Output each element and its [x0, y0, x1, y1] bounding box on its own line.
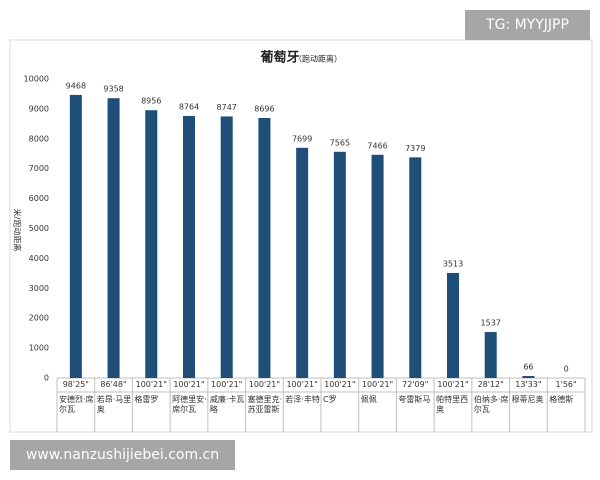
x-tick-label: 格雷罗: [134, 395, 159, 404]
value-label: 9468: [66, 81, 86, 90]
x-tick-label: C罗: [323, 395, 337, 404]
bar: [484, 332, 497, 378]
time-label: 100'21": [173, 380, 205, 389]
x-tick-label: 若泽·丰特: [285, 395, 320, 404]
value-label: 8764: [179, 102, 199, 111]
value-label: 0: [564, 365, 569, 374]
time-label: 98'25": [62, 380, 89, 389]
bar: [69, 94, 82, 378]
chart-title: 葡萄牙: [259, 50, 299, 66]
y-axis-label: 米/跑动距离: [13, 209, 23, 252]
value-label: 7466: [367, 141, 387, 150]
y-tick-label: 7000: [29, 164, 49, 173]
watermark-top: TG: MYYJJPP: [465, 10, 590, 40]
y-tick-label: 0: [44, 374, 49, 383]
x-tick-label: 威廉·卡瓦略: [209, 395, 245, 414]
time-label: 28'12": [477, 380, 504, 389]
x-tick-label: 阿德里安·席尔瓦: [172, 395, 207, 414]
time-label: 86'48": [100, 380, 127, 389]
value-label: 3513: [443, 259, 463, 268]
y-tick-label: 5000: [29, 224, 49, 233]
y-tick-label: 10000: [24, 75, 49, 84]
watermark-bottom: www.nanzushijiebei.com.cn: [10, 440, 235, 470]
bar: [447, 272, 459, 378]
bar: [371, 154, 384, 378]
y-tick-label: 9000: [29, 104, 49, 113]
time-label: 100'21": [324, 380, 356, 389]
x-tick-label: 格德斯: [549, 395, 574, 404]
x-tick-label: 伯纳多·席尔瓦: [473, 395, 509, 414]
bar: [258, 117, 271, 379]
bar: [220, 116, 233, 379]
y-tick-label: 3000: [29, 284, 49, 293]
y-tick-label: 1000: [29, 344, 49, 353]
bar: [145, 110, 158, 378]
value-label: 7379: [405, 144, 425, 153]
time-label: 100'21": [286, 380, 318, 389]
x-tick-label: 塞德里克·苏亚雷斯: [247, 395, 283, 414]
time-label: 1'56": [555, 380, 577, 389]
time-label: 100'21": [361, 380, 394, 389]
bar: [333, 151, 346, 378]
value-label: 66: [523, 363, 533, 372]
value-label: 1537: [481, 319, 501, 328]
time-label: 13'33": [515, 380, 542, 389]
value-label: 9358: [103, 85, 123, 94]
x-tick-label: 帕特里西奥: [436, 395, 469, 414]
time-label: 100'21": [248, 380, 281, 389]
bar: [183, 115, 195, 379]
x-tick-label: 穆蒂尼奥: [511, 395, 544, 404]
bar: [107, 98, 120, 378]
x-tick-label: 佩佩: [360, 395, 377, 404]
y-tick-label: 8000: [29, 134, 49, 143]
value-label: 8696: [254, 104, 274, 113]
x-tick-label: 夸雷斯马: [398, 395, 431, 404]
y-tick-label: 6000: [29, 194, 49, 203]
y-tick-label: 4000: [29, 254, 49, 263]
value-label: 8956: [141, 97, 161, 106]
time-label: 100'21": [211, 380, 243, 389]
value-label: 7565: [330, 138, 350, 147]
bar: [409, 157, 422, 378]
bar: [522, 376, 535, 378]
time-label: 100'21": [135, 380, 167, 389]
x-tick-label: 若昂·马里奥: [96, 395, 132, 414]
chart-subtitle: （跑动距离）: [294, 54, 342, 64]
bar: [296, 147, 309, 378]
y-tick-label: 2000: [29, 314, 49, 323]
value-label: 7699: [292, 134, 312, 143]
value-label: 8747: [217, 103, 237, 112]
time-label: 100'21": [437, 380, 469, 389]
x-tick-label: 安德烈·席尔瓦: [59, 395, 94, 414]
time-label: 72'09": [402, 380, 429, 389]
